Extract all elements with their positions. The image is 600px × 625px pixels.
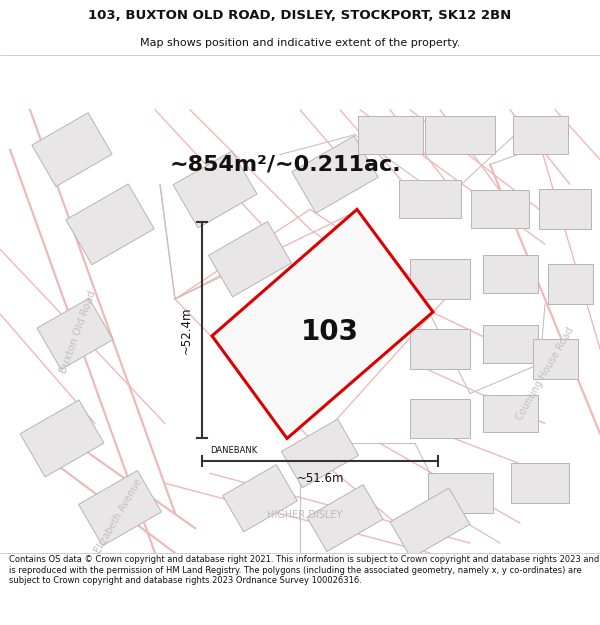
Text: DANEBANK: DANEBANK (210, 446, 257, 456)
Polygon shape (173, 151, 257, 228)
Polygon shape (223, 464, 298, 532)
Polygon shape (209, 221, 292, 297)
Polygon shape (533, 339, 577, 379)
Text: Elizabeth Avenue: Elizabeth Avenue (92, 477, 143, 555)
Polygon shape (307, 485, 383, 552)
Text: ~51.6m: ~51.6m (296, 472, 344, 485)
Polygon shape (79, 471, 161, 546)
Polygon shape (358, 116, 422, 154)
Polygon shape (410, 399, 470, 439)
Text: Contains OS data © Crown copyright and database right 2021. This information is : Contains OS data © Crown copyright and d… (9, 555, 599, 585)
Polygon shape (390, 488, 470, 558)
Polygon shape (427, 473, 493, 513)
Polygon shape (548, 264, 593, 304)
Text: Buxton Old Road: Buxton Old Road (58, 289, 98, 374)
Polygon shape (482, 255, 538, 293)
Polygon shape (511, 463, 569, 503)
Polygon shape (482, 325, 538, 362)
Polygon shape (425, 116, 495, 154)
Polygon shape (37, 298, 113, 369)
Polygon shape (399, 181, 461, 218)
Polygon shape (539, 189, 591, 229)
Polygon shape (281, 419, 359, 488)
Text: Map shows position and indicative extent of the property.: Map shows position and indicative extent… (140, 38, 460, 48)
Polygon shape (410, 329, 470, 369)
Text: 103, BUXTON OLD ROAD, DISLEY, STOCKPORT, SK12 2BN: 103, BUXTON OLD ROAD, DISLEY, STOCKPORT,… (88, 9, 512, 22)
Polygon shape (512, 116, 568, 154)
Polygon shape (32, 112, 112, 186)
Polygon shape (410, 259, 470, 299)
Polygon shape (482, 394, 538, 432)
Polygon shape (212, 209, 433, 439)
Polygon shape (292, 136, 378, 213)
Text: Counting House Road: Counting House Road (514, 326, 576, 422)
Polygon shape (20, 400, 104, 477)
Text: 103: 103 (301, 318, 359, 346)
Text: ~52.4m: ~52.4m (179, 307, 193, 354)
Text: HIGHER DISLEY: HIGHER DISLEY (268, 510, 343, 520)
Text: ~854m²/~0.211ac.: ~854m²/~0.211ac. (169, 154, 401, 174)
Polygon shape (66, 184, 154, 264)
Polygon shape (471, 191, 529, 228)
